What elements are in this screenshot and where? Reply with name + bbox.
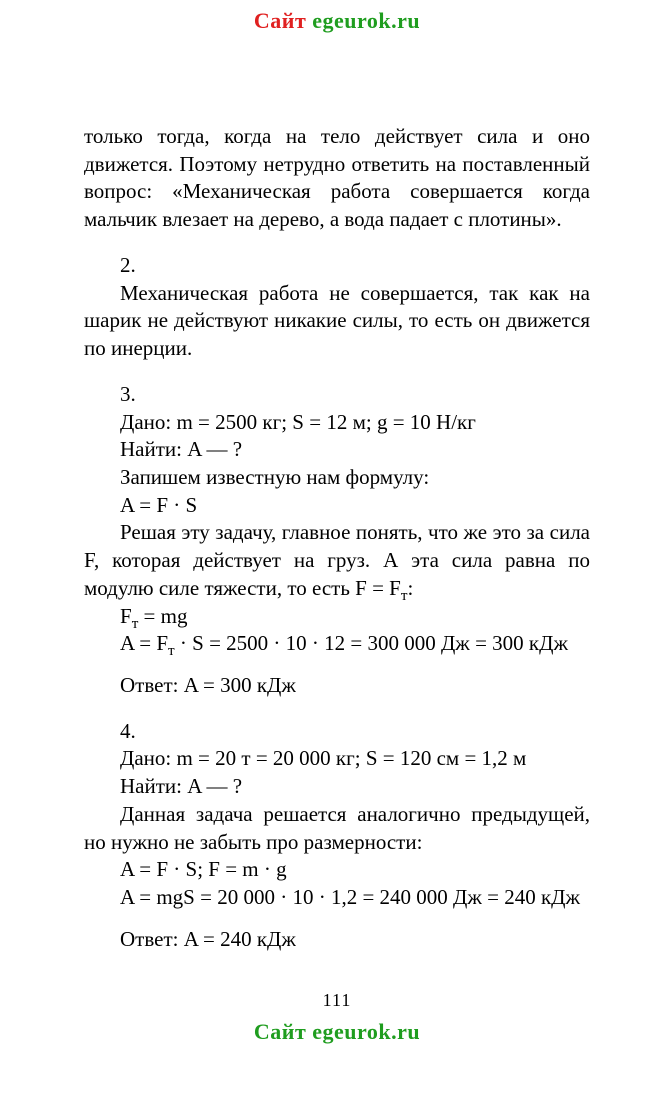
problem-3-explain-text: Решая эту задачу, главное понять, что же…	[84, 520, 590, 599]
problem-4-given: Дано: m = 20 т = 20 000 кг; S = 120 см =…	[84, 745, 590, 773]
intro-paragraph: только тогда, когда на тело действует си…	[84, 123, 590, 234]
problem-3-f2-post: = mg	[138, 604, 187, 628]
problem-2-text: Механическая работа не совершается, так …	[84, 280, 590, 363]
problem-3-formula3: A = Fт · S = 2500 · 10 · 12 = 300 000 Дж…	[84, 630, 590, 658]
problem-2-number: 2.	[84, 252, 590, 280]
watermark-domain: egeurok.ru	[312, 8, 420, 33]
problem-4-formula2: A = mgS = 20 000 · 10 · 1,2 = 240 000 Дж…	[84, 884, 590, 912]
problem-3-find: Найти: A — ?	[84, 436, 590, 464]
watermark-domain-bottom: egeurok.ru	[312, 1019, 420, 1044]
page-number: 111	[84, 989, 590, 1013]
watermark-prefix-bottom: Сайт	[254, 1019, 312, 1044]
problem-3-line1: Запишем известную нам формулу:	[84, 464, 590, 492]
problem-4-number: 4.	[84, 718, 590, 746]
problem-4-answer: Ответ: A = 240 кДж	[84, 926, 590, 954]
problem-3-explain: Решая эту задачу, главное понять, что же…	[84, 519, 590, 602]
problem-3-formula1: A = F · S	[84, 492, 590, 520]
problem-3-f2-pre: F	[120, 604, 132, 628]
problem-3-explain-tail: :	[407, 576, 413, 600]
watermark-bottom: Сайт egeurok.ru	[84, 1017, 590, 1046]
problem-3-number: 3.	[84, 381, 590, 409]
watermark-top: Сайт egeurok.ru	[84, 6, 590, 35]
problem-3-given: Дано: m = 2500 кг; S = 12 м; g = 10 Н/кг	[84, 409, 590, 437]
problem-3-answer: Ответ: A = 300 кДж	[84, 672, 590, 700]
problem-3-f3-pre: A = F	[120, 631, 168, 655]
problem-3-f3-sub: т	[168, 643, 175, 659]
problem-3-formula2: Fт = mg	[84, 603, 590, 631]
problem-4-formula1: A = F · S; F = m · g	[84, 856, 590, 884]
problem-4-find: Найти: A — ?	[84, 773, 590, 801]
watermark-prefix: Сайт	[254, 8, 312, 33]
problem-4-explain: Данная задача решается аналогично предыд…	[84, 801, 590, 856]
page: Сайт egeurok.ru только тогда, когда на т…	[0, 0, 650, 1095]
problem-3-f3-post: · S = 2500 · 10 · 12 = 300 000 Дж = 300 …	[175, 631, 568, 655]
